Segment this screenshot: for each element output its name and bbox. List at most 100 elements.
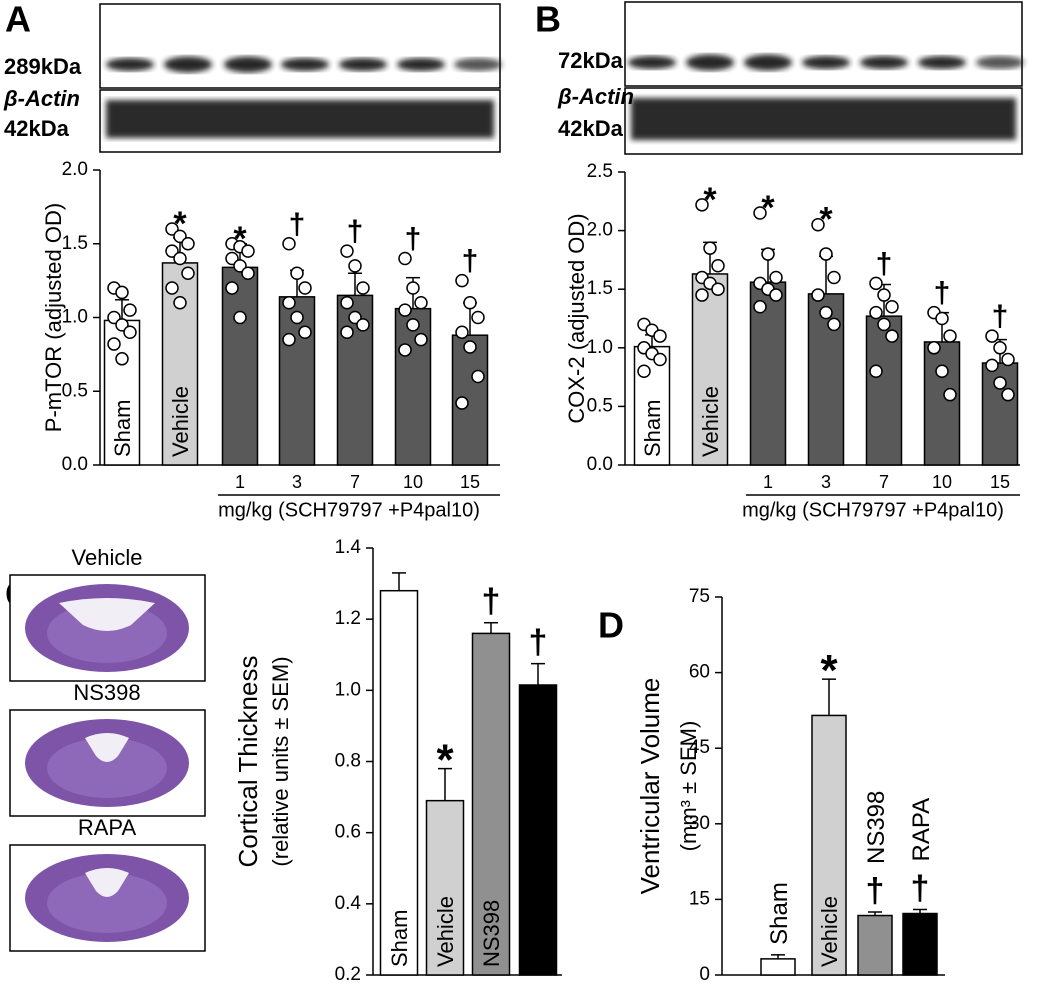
panel-letter: A [5,0,31,40]
bar [379,589,419,976]
bar [923,341,961,466]
category-label: Sham [110,400,135,457]
data-point [943,387,957,402]
data-point [819,247,833,261]
significance-mark: * [761,189,775,227]
data-point [165,281,179,295]
data-point [471,369,485,384]
significance-mark: † [911,869,930,907]
ventricle [59,598,155,631]
category-label: 3 [292,472,302,492]
data-point [877,288,891,302]
category-label: Sham [640,400,665,457]
data-point [653,352,667,367]
data-point [769,288,783,302]
data-point [348,259,362,273]
data-point [877,317,891,332]
data-point [695,288,709,302]
data-point [653,329,667,343]
data-point [935,364,949,378]
data-point [282,237,296,251]
data-point [761,247,775,261]
data-point [935,311,949,326]
category-label: NS398 [479,900,504,967]
y-tick-label: 1.5 [62,233,88,254]
data-point [298,281,312,295]
data-point [414,332,428,347]
y-tick-label: 0 [699,964,710,985]
blot-band [339,57,387,71]
data-point [107,337,121,351]
category-label: Sham [766,882,793,945]
data-point [869,364,883,378]
bar [221,266,259,466]
bar [691,273,729,466]
significance-mark: † [347,215,364,248]
data-point [181,266,195,280]
y-tick-label: 0.5 [587,395,613,416]
data-point [123,303,137,317]
brain-texture [47,873,167,933]
blot-band [106,57,154,71]
category-label: 1 [763,472,773,492]
data-point [927,341,941,355]
data-point [225,281,239,295]
data-point [993,376,1007,390]
blot-label: 42kDa [558,116,624,141]
blot-band [976,55,1024,69]
significance-mark: † [529,624,548,662]
data-point [869,305,883,320]
y-tick-label: 0.5 [62,380,88,401]
category-label: RAPA [526,908,551,967]
bar [278,296,316,466]
y-axis-label: P-mTOR (adjusted OD) [41,203,66,432]
significance-mark: † [462,245,479,278]
y-axis-label-sub: (mm³ ± SEM) [676,721,701,852]
data-point [811,288,825,302]
panel-letter: B [535,0,561,40]
blot-band [686,54,734,71]
data-point [711,282,725,296]
bar [811,714,847,976]
data-point [398,343,412,357]
data-point [398,251,412,266]
data-point [340,296,354,310]
data-point [819,305,833,320]
y-tick-label: 0.8 [335,751,361,772]
bar [425,799,465,976]
significance-mark: * [703,181,717,219]
y-tick-label: 45 [689,737,710,758]
bar [394,307,432,466]
category-label: Vehicle [433,896,458,967]
data-point [282,296,296,310]
panel-letter: D [598,605,624,646]
data-point [241,244,255,258]
y-tick-label: 30 [689,813,710,834]
significance-mark: * [233,220,247,258]
significance-mark: † [482,583,501,621]
data-point [173,296,187,310]
data-point [282,332,296,347]
y-tick-label: 2.5 [587,161,613,182]
significance-mark: † [934,277,951,310]
y-tick-label: 1.0 [587,337,613,358]
data-point [637,364,651,378]
data-point [356,318,370,332]
y-tick-label: 2.0 [62,159,88,180]
data-point [943,329,957,343]
data-point [414,296,428,310]
category-label: 7 [879,472,889,492]
data-point [455,396,469,410]
category-label: 10 [932,472,952,492]
category-label: 1 [235,472,245,492]
image-label: NS398 [73,680,140,705]
significance-mark: † [876,247,893,280]
significance-mark: * [173,205,187,243]
data-point [1001,387,1015,402]
category-label: 3 [821,472,831,492]
blot-band [454,57,502,71]
data-point [811,217,825,232]
y-axis-label: Ventricular Volume [635,678,665,895]
y-tick-label: 0.2 [335,964,361,985]
